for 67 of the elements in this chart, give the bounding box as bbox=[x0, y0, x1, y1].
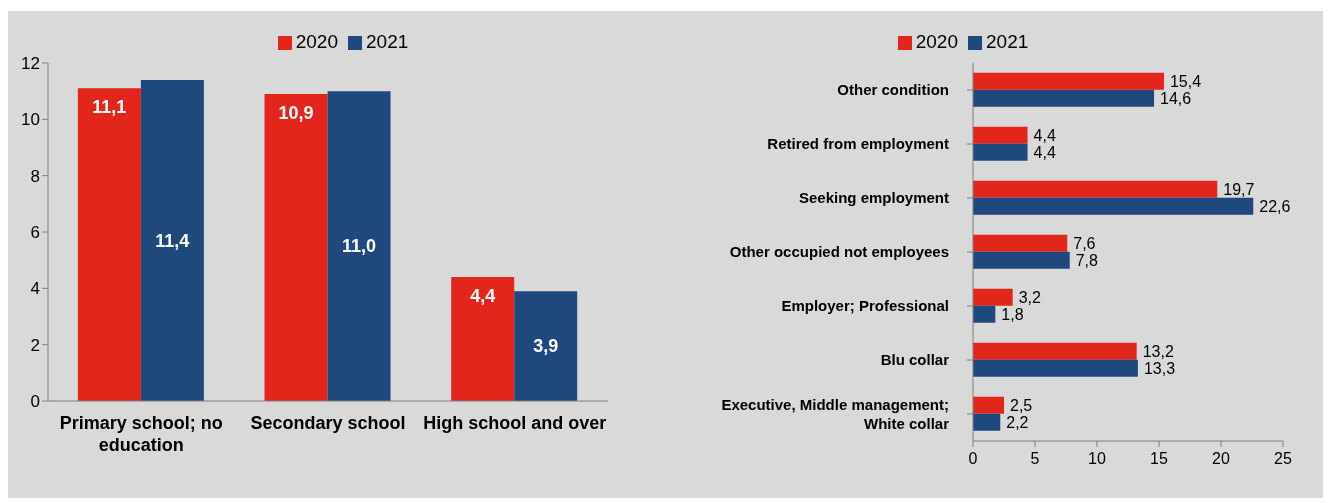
x-tick-label: 5 bbox=[1030, 450, 1040, 468]
x-tick-label: 15 bbox=[1150, 450, 1168, 468]
x-tick-label: High school and over bbox=[423, 413, 607, 433]
bar bbox=[514, 291, 578, 401]
legend-label: 2020 bbox=[295, 31, 338, 52]
data-label: 11,4 bbox=[155, 230, 190, 251]
y-tick-label: 8 bbox=[30, 166, 40, 186]
y-tick-label: 4 bbox=[30, 279, 40, 299]
bar bbox=[973, 413, 1001, 431]
data-label: 15,4 bbox=[1169, 72, 1202, 90]
data-label: 13,2 bbox=[1142, 342, 1174, 360]
data-label: 3,2 bbox=[1018, 288, 1042, 306]
x-tick-label: Secondary school bbox=[250, 413, 406, 433]
bar bbox=[973, 288, 1013, 306]
bar bbox=[140, 79, 204, 401]
bar bbox=[77, 88, 141, 401]
data-label: 4,4 bbox=[1033, 143, 1056, 161]
bar bbox=[973, 234, 1068, 252]
bar bbox=[973, 342, 1137, 360]
data-label: 10,9 bbox=[278, 102, 314, 123]
data-label: 2,2 bbox=[1006, 413, 1029, 431]
bar bbox=[973, 89, 1155, 107]
x-tick-label: 20 bbox=[1212, 450, 1230, 468]
data-label: 22,6 bbox=[1259, 197, 1291, 215]
bar bbox=[973, 251, 1070, 269]
x-tick-label: 10 bbox=[1088, 450, 1106, 468]
data-label: 13,3 bbox=[1143, 359, 1176, 377]
bar bbox=[973, 396, 1004, 414]
legend-label: 2021 bbox=[366, 31, 409, 52]
data-label: 19,7 bbox=[1223, 180, 1255, 198]
y-tick-label: 12 bbox=[21, 54, 40, 74]
y-tick-label: Other condition bbox=[837, 81, 949, 98]
bar bbox=[973, 359, 1138, 377]
bar bbox=[264, 93, 328, 401]
data-label: 14,6 bbox=[1160, 89, 1192, 107]
bar bbox=[973, 72, 1164, 90]
y-tick-label: Seeking employment bbox=[798, 189, 949, 206]
x-tick-label: Primary school; no education bbox=[59, 413, 223, 455]
bar bbox=[973, 126, 1028, 144]
bar bbox=[973, 180, 1218, 198]
y-tick-label: Executive, Middle management; White collar bbox=[721, 395, 950, 432]
legend-label: 2021 bbox=[986, 31, 1029, 52]
bar bbox=[327, 91, 391, 401]
bar bbox=[973, 197, 1254, 215]
y-tick-label: Other occupied not employees bbox=[729, 243, 949, 260]
y-tick-label: Employer; Professional bbox=[781, 297, 949, 314]
y-tick-label: 0 bbox=[30, 392, 40, 412]
y-tick-label: 10 bbox=[21, 110, 40, 130]
data-label: 4,4 bbox=[470, 285, 496, 306]
y-tick-label: Retired from employment bbox=[767, 135, 949, 152]
y-tick-label: Blu collar bbox=[880, 351, 950, 368]
x-tick-label: 0 bbox=[968, 450, 978, 468]
bar bbox=[451, 277, 515, 401]
data-label: 11,1 bbox=[92, 97, 127, 118]
data-label: 3,9 bbox=[533, 336, 559, 357]
legend-label: 2020 bbox=[915, 31, 958, 52]
data-label: 1,8 bbox=[1001, 305, 1024, 323]
y-tick-label: 6 bbox=[30, 223, 40, 243]
data-label: 7,8 bbox=[1075, 251, 1099, 269]
data-label: 11,0 bbox=[342, 236, 377, 257]
y-tick-label: 2 bbox=[30, 335, 40, 355]
data-label: 7,6 bbox=[1073, 234, 1096, 252]
x-tick-label: 25 bbox=[1274, 450, 1292, 468]
bar bbox=[973, 143, 1028, 161]
data-label: 2,5 bbox=[1010, 396, 1033, 414]
bar bbox=[973, 305, 996, 323]
data-label: 4,4 bbox=[1033, 126, 1056, 144]
